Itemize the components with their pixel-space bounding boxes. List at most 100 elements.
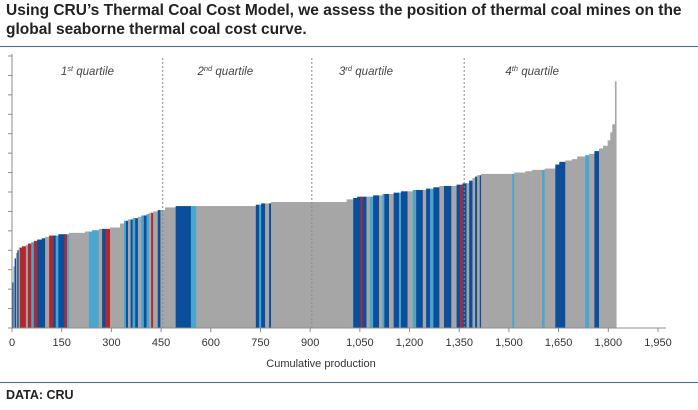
cost-bar-15 — [45, 236, 50, 328]
cost-bar-30 — [110, 227, 121, 328]
cost-bar-106 — [585, 155, 590, 328]
footer-rule — [0, 382, 698, 383]
x-tick-label-12: 1,800 — [595, 337, 623, 349]
quartile-label-3: 3rd quartile — [339, 64, 393, 78]
cost-bar-55 — [261, 203, 266, 328]
x-tick-label-5: 750 — [251, 337, 269, 349]
cost-bar-41 — [146, 214, 150, 328]
data-source: DATA: CRU — [6, 388, 74, 402]
cost-bar-26 — [92, 230, 100, 328]
cost-bar-75 — [412, 189, 417, 328]
cost-bar-86 — [459, 184, 463, 328]
x-tick-label-3: 450 — [152, 337, 170, 349]
cost-bar-94 — [481, 173, 513, 328]
x-tick-label-6: 900 — [301, 337, 319, 349]
cost-bar-105 — [577, 156, 586, 328]
cost-bar-83 — [446, 185, 452, 328]
cost-bar-18 — [55, 235, 59, 328]
cost-bar-113 — [612, 124, 616, 328]
cost-bar-80 — [433, 187, 440, 328]
quartile-label-2: 2nd quartile — [196, 64, 253, 78]
cost-bar-102 — [559, 161, 566, 328]
cost-bar-91 — [475, 176, 478, 328]
x-tick-label-4: 600 — [202, 337, 220, 349]
header-rule — [0, 46, 698, 47]
x-tick-label-11: 1,650 — [545, 337, 573, 349]
cost-bar-49 — [175, 206, 192, 328]
cost-bar-16 — [49, 235, 54, 328]
chart-headline: Using CRU’s Thermal Coal Cost Model, we … — [6, 2, 682, 38]
cost-bar-90 — [472, 177, 476, 328]
x-tick-label-13: 1,950 — [644, 337, 672, 349]
cost-bar-76 — [416, 189, 424, 328]
cost-bar-61 — [357, 196, 361, 328]
cost-curve-bars — [12, 81, 617, 328]
cost-bar-81 — [439, 185, 445, 328]
cost-bar-56 — [265, 203, 270, 328]
cost-bar-27 — [98, 228, 103, 328]
cost-bar-1 — [12, 282, 14, 328]
quartile-label-4: 4th quartile — [505, 64, 559, 78]
cost-bar-7 — [19, 247, 23, 328]
cost-bar-45 — [157, 210, 161, 328]
cost-bar-51 — [196, 206, 251, 328]
cost-bar-22 — [68, 232, 78, 328]
cost-bar-95 — [512, 173, 515, 328]
cost-bar-62 — [360, 196, 363, 328]
cost-bar-44 — [153, 211, 159, 328]
x-tick-label-0: 0 — [9, 337, 15, 349]
cost-bar-2 — [13, 266, 15, 328]
cost-bar-103 — [565, 160, 573, 328]
cost-bar-71 — [393, 192, 400, 328]
cost-bar-69 — [384, 194, 390, 328]
cost-bar-42 — [149, 212, 152, 328]
cost-bar-6 — [18, 247, 21, 328]
cost-bar-29 — [105, 228, 111, 328]
cost-bar-48 — [167, 207, 176, 328]
cost-bar-96 — [514, 172, 526, 328]
cost-bar-70 — [389, 194, 394, 328]
cost-bar-24 — [84, 231, 90, 328]
cost-bar-8 — [21, 246, 27, 328]
cost-bar-84 — [451, 185, 457, 328]
cost-bar-36 — [132, 218, 136, 328]
cost-bar-53 — [255, 204, 260, 328]
cost-bar-97 — [525, 171, 533, 328]
cost-bar-3 — [14, 258, 17, 328]
cost-bar-14 — [41, 238, 46, 328]
cost-bar-89 — [469, 180, 473, 328]
cost-bar-38 — [137, 216, 142, 328]
cost-bar-63 — [362, 196, 367, 328]
x-axis-title: Cumulative production — [266, 358, 375, 370]
cost-bar-12 — [33, 240, 38, 328]
x-tick-label-7: 1,050 — [346, 337, 374, 349]
cost-bar-77 — [422, 189, 427, 328]
cost-bar-110 — [603, 145, 608, 328]
cost-bar-13 — [37, 239, 43, 328]
cost-bar-54 — [259, 204, 262, 328]
quartile-dividers — [162, 58, 465, 328]
cost-bar-39 — [141, 215, 145, 328]
cost-bar-11 — [31, 242, 35, 328]
cost-bar-111 — [607, 140, 611, 328]
cost-bar-79 — [430, 188, 434, 328]
cost-bar-73 — [400, 191, 408, 328]
cost-bar-112 — [610, 132, 613, 328]
cost-bar-25 — [88, 231, 93, 328]
cost-bar-98 — [532, 169, 543, 328]
cost-bar-78 — [426, 188, 431, 328]
cost-bar-17 — [53, 235, 57, 328]
cost-bar-40 — [143, 215, 147, 328]
cost-bar-21 — [66, 234, 70, 328]
quartile-label-1: 1st quartile — [61, 64, 114, 78]
cost-bar-50 — [190, 206, 197, 328]
cost-bar-109 — [599, 148, 604, 328]
cost-bar-67 — [379, 195, 383, 328]
cost-bar-52 — [250, 206, 257, 328]
cost-bar-107 — [589, 153, 595, 328]
chart-axes — [11, 54, 666, 329]
cost-bar-23 — [77, 232, 86, 328]
cost-bar-43 — [151, 212, 154, 328]
cost-bar-47 — [165, 207, 168, 328]
cost-bar-28 — [102, 228, 106, 328]
